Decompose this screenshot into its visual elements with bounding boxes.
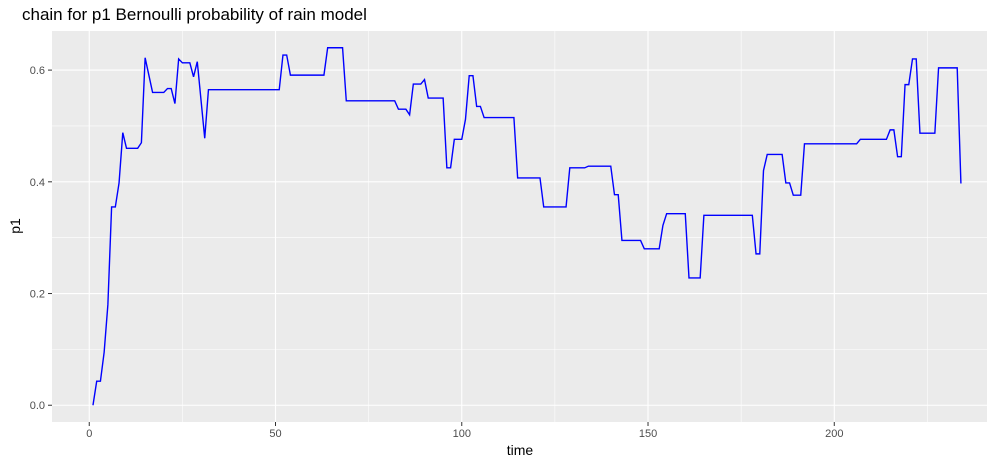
y-tick-label-0: 0.0	[30, 400, 45, 412]
chart-title: chain for p1 Bernoulli probability of ra…	[22, 5, 367, 24]
x-axis: 0 50 100 150 200	[86, 422, 843, 440]
y-tick-label-2: 0.4	[30, 177, 45, 189]
grid-major	[52, 31, 987, 422]
x-tick-label-1: 50	[269, 428, 281, 440]
y-tick-label-1: 0.2	[30, 289, 45, 301]
x-tick-label-3: 150	[639, 428, 657, 440]
y-tick-label-3: 0.6	[30, 65, 45, 77]
series-line-p1	[92, 47, 962, 406]
y-axis: 0.0 0.2 0.4 0.6	[30, 65, 52, 412]
y-axis-title: p1	[7, 218, 23, 234]
x-axis-title: time	[507, 442, 534, 458]
x-tick-label-2: 100	[453, 428, 471, 440]
grid-minor	[52, 31, 987, 422]
plot-panel	[52, 31, 987, 422]
x-tick-label-4: 200	[825, 428, 843, 440]
x-tick-label-0: 0	[86, 428, 92, 440]
